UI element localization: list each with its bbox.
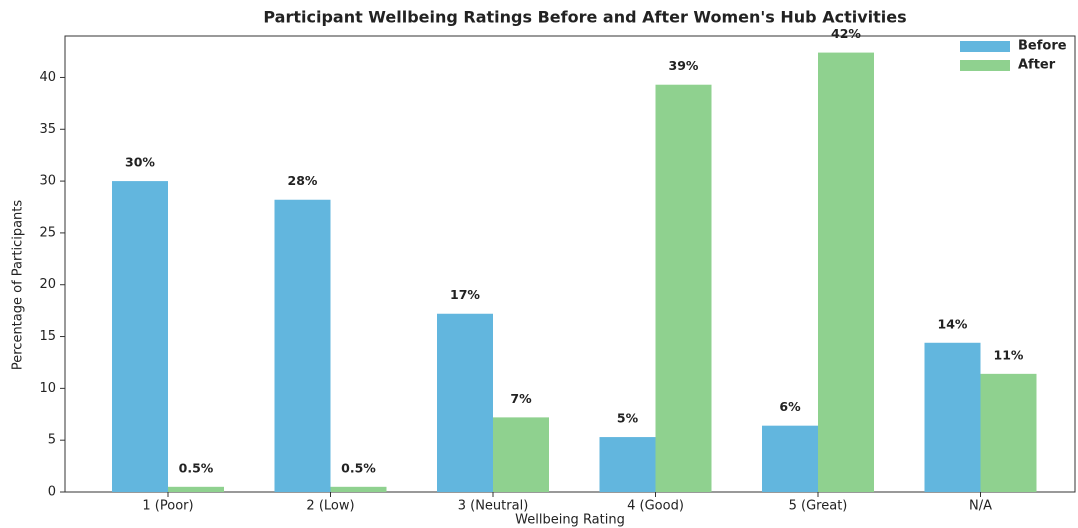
y-tick-label: 40 bbox=[39, 70, 56, 85]
bar bbox=[599, 437, 656, 492]
value-label: 5% bbox=[617, 411, 639, 426]
x-tick-label: 5 (Great) bbox=[789, 499, 848, 514]
value-label: 17% bbox=[450, 287, 480, 302]
legend-label: After bbox=[1018, 58, 1056, 73]
bar bbox=[274, 199, 331, 492]
bar bbox=[655, 84, 712, 492]
bar bbox=[924, 342, 981, 492]
y-axis-label: Percentage of Participants bbox=[11, 200, 26, 371]
legend-label: Before bbox=[1018, 39, 1067, 54]
y-tick-label: 25 bbox=[39, 225, 56, 240]
value-label: 42% bbox=[831, 26, 861, 41]
x-tick-label: N/A bbox=[969, 499, 992, 514]
x-axis-label: Wellbeing Rating bbox=[515, 513, 625, 528]
bar bbox=[818, 52, 874, 492]
legend-swatch bbox=[960, 60, 1010, 71]
y-tick-label: 20 bbox=[39, 277, 56, 292]
value-label: 11% bbox=[994, 347, 1024, 362]
value-label: 0.5% bbox=[341, 460, 376, 475]
x-tick-label: 1 (Poor) bbox=[142, 499, 193, 514]
y-tick-label: 5 bbox=[48, 433, 56, 448]
value-label: 39% bbox=[669, 58, 699, 73]
bar bbox=[330, 486, 387, 492]
bar bbox=[168, 486, 224, 492]
chart-title: Participant Wellbeing Ratings Before and… bbox=[263, 8, 906, 27]
value-label: 0.5% bbox=[179, 460, 214, 475]
y-tick-label: 10 bbox=[39, 381, 56, 396]
x-tick-label: 3 (Neutral) bbox=[458, 499, 529, 514]
plot-frame bbox=[64, 35, 1076, 493]
bar bbox=[437, 313, 493, 492]
bar bbox=[493, 417, 549, 492]
value-label: 28% bbox=[288, 173, 318, 188]
y-tick-label: 15 bbox=[39, 329, 56, 344]
x-tick-label: 4 (Good) bbox=[627, 499, 684, 514]
bar bbox=[762, 425, 818, 492]
value-label: 30% bbox=[125, 155, 155, 170]
x-tick-label: 2 (Low) bbox=[306, 499, 354, 514]
value-label: 6% bbox=[779, 399, 801, 414]
value-label: 14% bbox=[938, 316, 968, 331]
bar bbox=[112, 181, 168, 492]
value-label: 7% bbox=[510, 391, 532, 406]
bar bbox=[980, 373, 1037, 492]
y-tick-label: 35 bbox=[39, 122, 56, 137]
y-tick-label: 0 bbox=[48, 485, 56, 500]
legend-swatch bbox=[960, 41, 1010, 52]
y-tick-label: 30 bbox=[39, 174, 56, 189]
